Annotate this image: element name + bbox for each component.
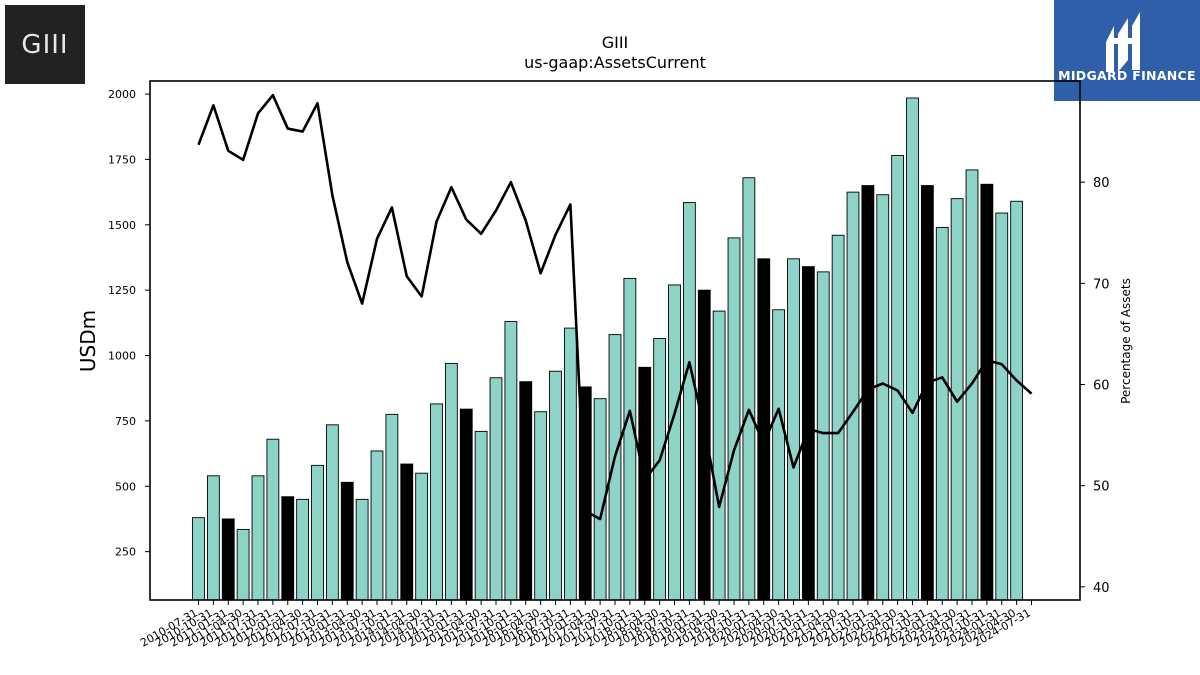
bar-2023-10-31 — [980, 183, 994, 601]
bar-2020-04-30 — [772, 309, 786, 601]
y2-tick-label: 80 — [1093, 176, 1110, 191]
bar-2021-10-31 — [861, 185, 875, 601]
bar-2016-10-31 — [563, 327, 577, 601]
bar-2015-07-31 — [489, 377, 503, 601]
y2-tick-label: 60 — [1093, 379, 1110, 394]
bar-2011-07-31 — [251, 475, 265, 601]
y2-axis-label: Percentage of Assets — [1119, 278, 1133, 404]
bar-2013-10-31 — [385, 413, 399, 601]
y-tick-label: 750 — [115, 415, 136, 428]
y-tick-label: 2000 — [108, 88, 136, 101]
company-logo: GIII — [5, 5, 85, 84]
chart-subtitle: us-gaap:AssetsCurrent — [524, 53, 706, 72]
y-tick-label: 250 — [115, 546, 136, 559]
line-layer — [197, 93, 1033, 521]
bar-2013-04-30 — [355, 498, 369, 601]
bar-2019-07-31 — [727, 237, 741, 601]
percentage-line — [197, 93, 1033, 521]
y-tick-label: 1500 — [108, 219, 136, 232]
bar-2012-10-31 — [325, 424, 339, 601]
bar-2024-04-30 — [1010, 200, 1024, 601]
y-tick-label: 1000 — [108, 350, 136, 363]
y-tick-label: 500 — [115, 480, 136, 493]
bars-layer — [192, 97, 1024, 601]
bar-2015-04-30 — [474, 430, 488, 601]
bar-2014-07-31 — [430, 403, 443, 601]
y-tick-label: 1750 — [108, 153, 136, 166]
bar-2019-10-31 — [742, 177, 756, 601]
bar-2021-07-31 — [846, 191, 860, 601]
bar-2014-04-30 — [415, 472, 429, 601]
right-axis: 40 50 60 70 80 — [1080, 176, 1110, 596]
bar-2014-01-31 — [400, 463, 414, 601]
bar-2019-04-30 — [712, 310, 726, 601]
left-axis: 250 500 750 1000 1250 1500 1750 2000 — [108, 88, 150, 559]
bar-2012-04-30 — [296, 498, 310, 601]
bar-2017-10-31 — [623, 277, 637, 601]
x-axis: 2010-07-312010-10-312011-01-312011-04-30… — [138, 600, 1033, 650]
bar-2011-10-31 — [266, 438, 280, 601]
bar-2020-01-31 — [757, 258, 771, 601]
bar-2018-07-31 — [668, 284, 681, 601]
bar-2022-04-30 — [891, 155, 905, 601]
bar-2018-01-31 — [638, 366, 652, 601]
chart-title: GIII — [602, 33, 629, 52]
bar-2015-01-31 — [459, 408, 473, 601]
bar-2010-10-31 — [206, 475, 220, 601]
bar-2022-07-31 — [906, 97, 919, 601]
bar-2024-01-31 — [995, 212, 1009, 601]
brand-name: MIDGARD FINANCE — [1058, 68, 1196, 83]
bar-2016-07-31 — [549, 370, 562, 601]
y2-tick-label: 50 — [1093, 480, 1110, 495]
bar-2016-04-30 — [534, 411, 548, 601]
bar-2020-10-31 — [801, 266, 815, 601]
brand-logo: MIDGARD FINANCE — [1054, 0, 1200, 101]
bar-2016-01-31 — [519, 381, 533, 601]
y-axis-label: USDm — [76, 310, 100, 372]
brand-mark-icon — [1106, 12, 1140, 72]
y2-tick-label: 70 — [1093, 277, 1110, 292]
bar-2013-01-31 — [340, 481, 354, 601]
bar-2011-01-31 — [221, 518, 235, 601]
bar-2011-04-30 — [236, 528, 250, 601]
y2-tick-label: 40 — [1093, 581, 1110, 596]
bar-2015-10-31 — [504, 321, 518, 601]
bar-2020-07-31 — [787, 258, 800, 601]
bar-2021-01-31 — [816, 271, 830, 601]
bar-2014-10-31 — [444, 362, 458, 601]
bar-2022-01-31 — [876, 194, 890, 601]
y-tick-label: 1250 — [108, 284, 136, 297]
bar-2021-04-30 — [831, 234, 845, 601]
bar-2018-10-31 — [682, 202, 696, 601]
bar-2023-01-31 — [935, 226, 949, 601]
bar-2017-07-31 — [608, 334, 622, 601]
bar-2018-04-30 — [653, 338, 667, 601]
bar-2013-07-31 — [370, 450, 384, 601]
company-logo-text: GIII — [21, 29, 69, 60]
bar-2012-07-31 — [311, 464, 324, 601]
bar-2010-07-31 — [192, 517, 205, 601]
bar-2012-01-31 — [281, 496, 295, 601]
